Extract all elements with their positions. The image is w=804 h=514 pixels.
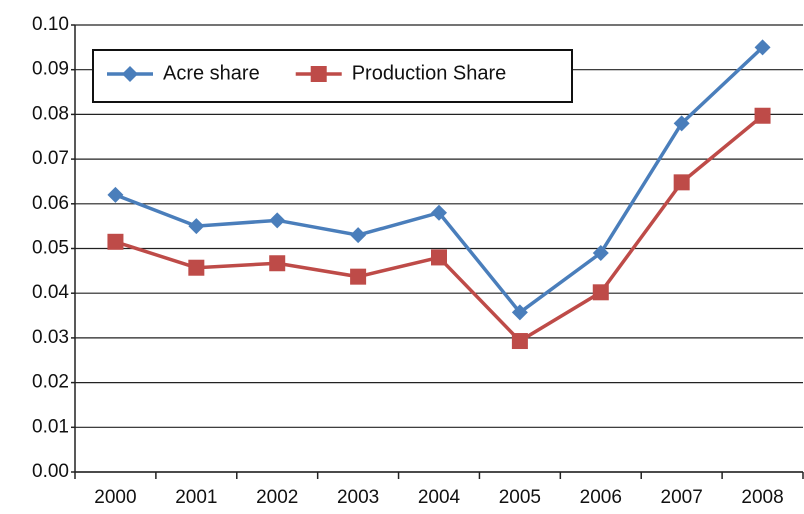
marker (673, 115, 690, 132)
marker (673, 174, 690, 191)
marker (754, 107, 771, 124)
marker (511, 333, 528, 350)
marker (511, 304, 528, 321)
marker (122, 66, 138, 82)
y-tick-label: 0.00 (32, 461, 69, 482)
marker (431, 249, 447, 266)
x-tick-label: 2005 (499, 487, 541, 508)
y-tick-label: 0.04 (32, 282, 69, 303)
marker (310, 66, 327, 82)
legend-label: Acre share (163, 62, 260, 84)
y-tick-label: 0.06 (32, 193, 69, 214)
marker (107, 186, 124, 203)
y-tick-label: 0.10 (32, 14, 69, 35)
y-tick-label: 0.09 (32, 59, 69, 80)
marker (592, 284, 609, 301)
y-tick-label: 0.01 (32, 416, 69, 437)
x-tick-label: 2001 (175, 487, 217, 508)
x-tick-label: 2008 (741, 487, 783, 508)
y-tick-label: 0.02 (32, 372, 69, 393)
x-tick-label: 2006 (580, 487, 622, 508)
marker (269, 212, 286, 229)
marker (350, 227, 367, 244)
marker (754, 39, 771, 56)
legend-label: Production Share (352, 62, 507, 84)
x-tick-label: 2000 (94, 487, 136, 508)
marker (188, 218, 205, 235)
y-tick-label: 0.08 (32, 103, 69, 124)
marker (431, 204, 447, 221)
marker (350, 268, 367, 285)
marker (592, 244, 609, 261)
legend-box (92, 49, 573, 103)
marker (188, 259, 205, 276)
x-tick-label: 2007 (661, 487, 703, 508)
y-tick-label: 0.03 (32, 327, 69, 348)
y-tick-label: 0.05 (32, 238, 69, 259)
marker (269, 255, 286, 272)
marker (107, 233, 124, 250)
x-tick-label: 2002 (256, 487, 298, 508)
x-tick-label: 2004 (418, 487, 461, 508)
y-tick-label: 0.07 (32, 148, 69, 169)
x-tick-label: 2003 (337, 487, 379, 508)
